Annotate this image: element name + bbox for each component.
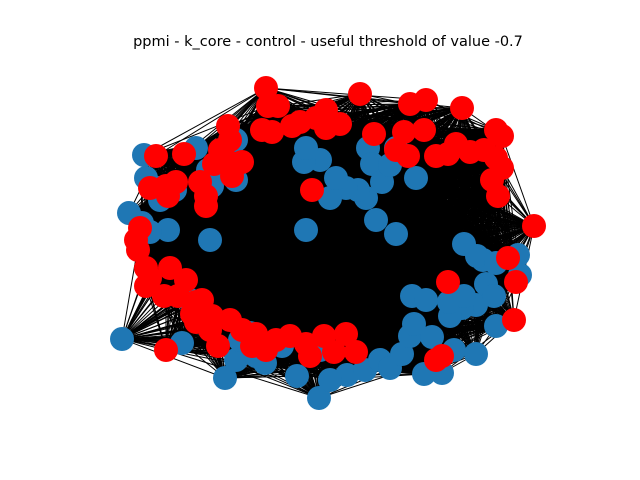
- graph-edge: [325, 107, 463, 111]
- graph-edge: [143, 105, 269, 156]
- graph-edge: [155, 87, 267, 157]
- graph-edge: [277, 103, 411, 107]
- graph-edge: [277, 93, 361, 107]
- graph-edge: [165, 349, 320, 399]
- graph-edge: [265, 87, 427, 101]
- chart-title: ppmi - k_core - control - useful thresho…: [133, 34, 523, 50]
- graph-edge: [325, 109, 497, 131]
- graph-edge: [143, 87, 267, 156]
